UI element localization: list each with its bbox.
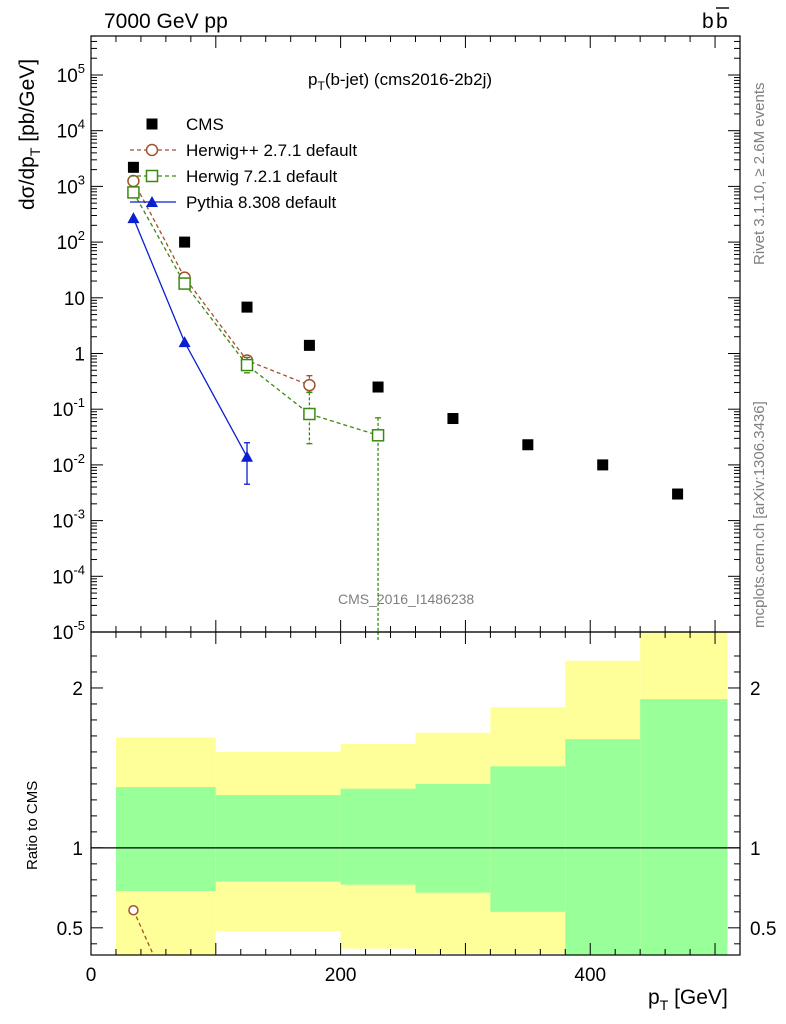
data-point-2-0 — [127, 186, 140, 199]
ratio-tick-label-right: 2 — [750, 679, 761, 700]
series-2 — [127, 186, 385, 632]
ratio-band-green-2 — [340, 788, 416, 885]
legend-marker-0 — [146, 118, 158, 130]
y-tick-label: 102 — [57, 228, 85, 254]
legend-entry-1: Herwig++ 2.7.1 default — [130, 141, 357, 160]
ratio-tick-label-left: 0.5 — [57, 919, 83, 940]
legend-label-0: CMS — [186, 115, 224, 134]
ratio-line-0 — [132, 909, 154, 956]
rivet-version-label: Rivet 3.1.10, ≥ 2.6M events — [751, 83, 768, 266]
y-tick-label: 10-4 — [52, 562, 85, 588]
ratio-tick-label-left: 2 — [72, 679, 83, 700]
series-3 — [127, 212, 254, 485]
main-series-layer — [127, 161, 684, 642]
data-point-3-0 — [127, 212, 140, 224]
y-axis-label-post: [pb/GeV] — [16, 59, 39, 148]
y-tick-label: 103 — [57, 172, 85, 198]
ratio-tick-label-left: 1 — [72, 839, 83, 860]
ratio-point-0-0 — [128, 904, 139, 916]
legend-entry-3: Pythia 8.308 default — [130, 193, 337, 212]
ratio-band-green-1 — [215, 795, 341, 882]
process-label-b: b — [702, 10, 714, 33]
x-tick-label: 400 — [574, 965, 606, 986]
x-axis-label-sub: T — [660, 997, 669, 1013]
analysis-watermark: CMS_2016_I1486238 — [338, 591, 474, 607]
series-line-1 — [132, 180, 310, 386]
ratio-tick-label-right: 1 — [750, 839, 761, 860]
data-point-2-4 — [371, 429, 385, 442]
data-point-2-2 — [240, 358, 254, 372]
ratio-band-green-6 — [640, 699, 728, 955]
data-point-0-0 — [127, 161, 139, 173]
data-point-2-3 — [303, 407, 316, 421]
y-tick-label: 105 — [57, 61, 85, 87]
series-line-2 — [132, 192, 379, 436]
legend-entry-2: Herwig 7.2.1 default — [130, 167, 337, 186]
data-point-2-1 — [178, 277, 191, 290]
plot-title: pT(b-jet) (cms2016-2b2j) — [308, 70, 492, 93]
y-tick-label: 104 — [57, 117, 85, 143]
ratio-band-green-4 — [490, 766, 566, 912]
y-tick-label: 1 — [74, 344, 85, 365]
data-point-0-7 — [597, 459, 609, 471]
y-tick-label: 10-1 — [52, 395, 85, 421]
data-point-1-3 — [303, 378, 316, 392]
x-axis-label-base: p — [648, 986, 660, 1009]
x-tick-label: 0 — [86, 965, 97, 986]
x-axis-label: pT [GeV] — [648, 986, 728, 1013]
ratio-band-green-0 — [115, 787, 216, 892]
legend-entry-0: CMS — [146, 115, 224, 134]
ratio-band-green-5 — [565, 739, 641, 955]
plot-title-sub: T — [317, 79, 325, 93]
process-label-bbar: b — [716, 10, 728, 33]
ratio-tick-label-right: 0.5 — [750, 919, 776, 940]
data-point-0-3 — [303, 339, 315, 351]
data-point-1-0 — [127, 174, 140, 188]
data-point-0-8 — [672, 488, 684, 500]
data-point-0-4 — [372, 381, 384, 393]
y-tick-label: 10-2 — [52, 451, 85, 477]
series-0 — [127, 161, 684, 500]
data-point-3-1 — [178, 336, 191, 348]
legend-marker-1 — [145, 143, 159, 157]
plot-title-rest: (b-jet) (cms2016-2b2j) — [325, 70, 492, 89]
process-label: b b — [702, 7, 729, 33]
legend-label-1: Herwig++ 2.7.1 default — [186, 141, 357, 160]
energy-label: 7000 GeV pp — [104, 10, 228, 33]
ratio-axis-label: Ratio to CMS — [24, 781, 41, 870]
y-axis-label: dσ/dpT [pb/GeV] — [16, 59, 43, 210]
mcplots-reference-label: mcplots.cern.ch [arXiv:1306.3436] — [751, 401, 768, 628]
plot-title-base: p — [308, 70, 317, 89]
legend-label-3: Pythia 8.308 default — [186, 193, 337, 212]
ratio-uncertainty-bands — [91, 632, 740, 955]
legend-marker-3 — [146, 196, 158, 207]
y-tick-label: 10-5 — [52, 618, 85, 644]
data-point-3-2 — [241, 450, 254, 462]
legend: CMS Herwig++ 2.7.1 default Herwig 7.2.1 de… — [130, 115, 357, 212]
legend-label-2: Herwig 7.2.1 default — [186, 167, 337, 186]
data-point-0-5 — [447, 413, 459, 425]
ratio-band-green-3 — [415, 783, 491, 893]
legend-marker-2 — [145, 169, 159, 183]
y-axis-label-sub: T — [27, 147, 43, 156]
data-point-0-6 — [522, 439, 534, 451]
x-tick-label: 200 — [325, 965, 357, 986]
y-axis-label-pre: dσ/dp — [16, 156, 39, 210]
y-tick-label: 10-3 — [52, 507, 85, 533]
ratio-series-layer — [128, 904, 154, 956]
x-axis-label-rest: [GeV] — [668, 986, 728, 1009]
y-tick-label: 10 — [64, 289, 85, 310]
data-point-0-2 — [241, 301, 253, 313]
data-point-0-1 — [179, 236, 191, 248]
